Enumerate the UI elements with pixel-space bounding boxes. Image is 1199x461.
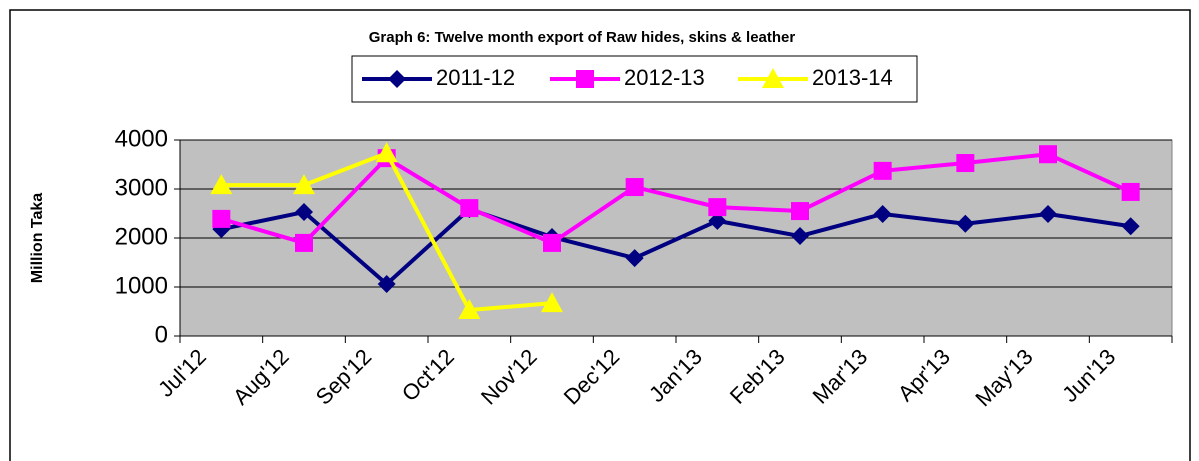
y-tick-label: 1000 [115, 272, 168, 299]
legend-label: 2013-14 [812, 65, 893, 90]
marker [708, 198, 727, 217]
marker [1121, 217, 1140, 236]
legend-marker [576, 70, 594, 88]
y-axis-label: Million Taka [29, 193, 46, 283]
legend-label: 2011-12 [436, 65, 515, 90]
marker [873, 161, 892, 180]
legend-marker [388, 70, 406, 88]
marker [295, 203, 313, 222]
marker [956, 214, 975, 233]
marker [956, 154, 975, 173]
marker [1039, 145, 1057, 164]
marker [458, 299, 481, 320]
series-line [220, 207, 1131, 287]
marker [543, 233, 561, 252]
marker [791, 227, 809, 246]
marker [377, 275, 396, 294]
y-tick-label: 4000 [115, 125, 168, 152]
y-tick-label: 0 [155, 321, 168, 348]
marker [1121, 182, 1140, 201]
legend-label: 2012-13 [624, 65, 705, 90]
marker [541, 292, 563, 313]
marker [625, 178, 644, 197]
y-tick-label: 3000 [115, 174, 168, 201]
marker [1039, 204, 1057, 223]
marker [375, 142, 398, 163]
marker [210, 174, 233, 195]
legend [351, 55, 918, 103]
chart-title: Graph 6: Twelve month export of Raw hide… [369, 29, 796, 46]
marker [708, 211, 727, 230]
marker [791, 202, 809, 221]
marker [625, 249, 644, 268]
marker [460, 199, 479, 218]
marker [873, 204, 892, 223]
marker [293, 174, 315, 195]
series-line [220, 152, 1132, 245]
y-tick-label: 2000 [115, 223, 168, 250]
marker [295, 233, 313, 252]
legend-marker [762, 68, 784, 88]
marker [212, 209, 231, 228]
